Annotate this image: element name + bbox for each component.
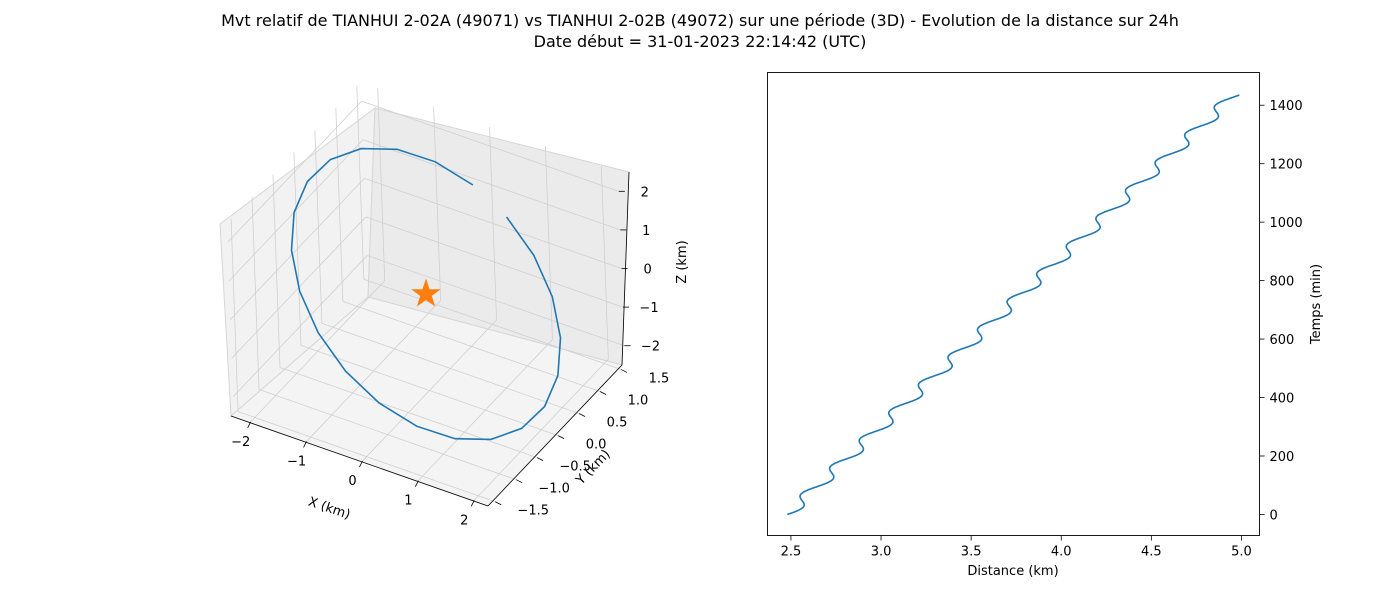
grid-floor-y [258,389,517,481]
grid-back-z [365,216,624,308]
figure-title-line1: Mvt relatif de TIANHUI 2-02A (49071) vs … [221,11,1179,30]
y-tick-label-3d: −1.5 [517,504,549,519]
x-tick-mark-3d [303,441,307,448]
x-tick-label: 4.0 [1051,545,1072,560]
distance-panel: 2.5 3.0 3.5 4.0 4.5 5.0 0 200 400 600 800 1000 1200 1… [767,72,1324,579]
grid-floor-y [279,367,538,459]
grid-left-z [227,100,362,243]
x-tick-label: 4.5 [1141,545,1162,560]
orbit-3d-panel: −2 −1 0 1 2 −1.5 −1.0 −0.5 0.00.51.01.5 2 1 0 −1 −2 X… [219,86,690,528]
y-tick-label-3d: 1.5 [649,371,670,386]
y-tick-label: 600 [1270,333,1295,348]
y-tick-label: 1200 [1270,158,1303,173]
x-axis-label-3d: X (km) [306,495,352,523]
y-tick-label-3d: −0.5 [559,460,591,475]
figure-title-line2: Date début = 31-01-2023 22:14:42 (UTC) [534,32,867,51]
plot-frame [767,72,1260,536]
y-tick-label: 1000 [1270,216,1303,231]
grid-back-z [364,177,622,269]
z-tick-label-3d: −2 [641,340,660,355]
x-tick-mark-3d [470,500,475,507]
y-tick-label: 0 [1270,508,1278,523]
y-axis-line [487,364,623,507]
y-tick-mark-3d [495,501,502,506]
x-axis-line [230,415,489,507]
grid-floor-y [321,322,580,414]
ticks-3d: −2 −1 0 1 2 −1.5 −1.0 −0.5 0.00.51.01.5 2 1 0 −1 −2 [231,185,669,528]
z-tick-label-3d: −1 [639,301,658,316]
orbit-line [290,147,562,441]
grid-left-z [228,139,364,282]
grid-3d [227,86,625,503]
x-tick-label-3d: −1 [287,454,306,469]
grid-left-z [230,178,365,320]
x-tick-label-3d: −2 [231,435,250,450]
grid-floor-y [300,345,559,436]
y-tick-label: 400 [1270,392,1295,407]
x-axis-label: Distance (km) [967,564,1058,579]
grid-left-z [232,255,368,397]
ticks-2d: 2.5 3.0 3.5 4.0 4.5 5.0 0 200 400 600 800 1000 1200 1… [781,99,1303,559]
z-tick-label-3d: 1 [642,224,650,239]
y-tick-label-3d: 0.5 [607,416,628,431]
y-tick-label: 800 [1270,275,1295,290]
y-tick-mark-3d [599,391,607,395]
grid-back-z [362,139,621,231]
x-tick-label-3d: 2 [460,513,468,528]
grid-back-z [367,255,625,347]
y-tick-label: 200 [1270,450,1295,465]
x-tick-label-3d: 1 [404,494,412,509]
x-tick-label: 5.0 [1231,545,1252,560]
y-axis-label: Temps (min) [1309,264,1324,345]
y-tick-mark-3d [557,435,565,439]
z-tick-label-3d: 0 [643,263,651,278]
y-tick-mark-3d [536,457,544,461]
x-tick-label: 2.5 [781,545,802,560]
y-tick-label-3d: 1.0 [628,393,649,408]
x-tick-mark-3d [415,480,419,487]
y-tick-mark-3d [620,369,628,373]
x-tick-label: 3.0 [871,545,892,560]
x-tick-label: 3.5 [961,545,982,560]
grid-floor-y [237,411,496,503]
y-tick-mark-3d [578,413,586,417]
x-tick-mark-3d [359,460,363,468]
x-tick-mark-3d [247,421,252,429]
z-axis-label-3d: Z (km) [675,240,690,283]
grid-floor-y [363,278,622,370]
y-tick-label: 1400 [1270,99,1303,114]
y-tick-label-3d: 0.0 [586,438,607,453]
y-tick-mark-3d [515,479,523,484]
x-tick-label-3d: 0 [348,474,356,489]
origin-star-marker [411,278,441,307]
grid-back-z [361,100,619,192]
distance-line [787,94,1240,516]
z-tick-label-3d: 2 [641,185,649,200]
y-tick-label-3d: −1.0 [538,482,570,497]
